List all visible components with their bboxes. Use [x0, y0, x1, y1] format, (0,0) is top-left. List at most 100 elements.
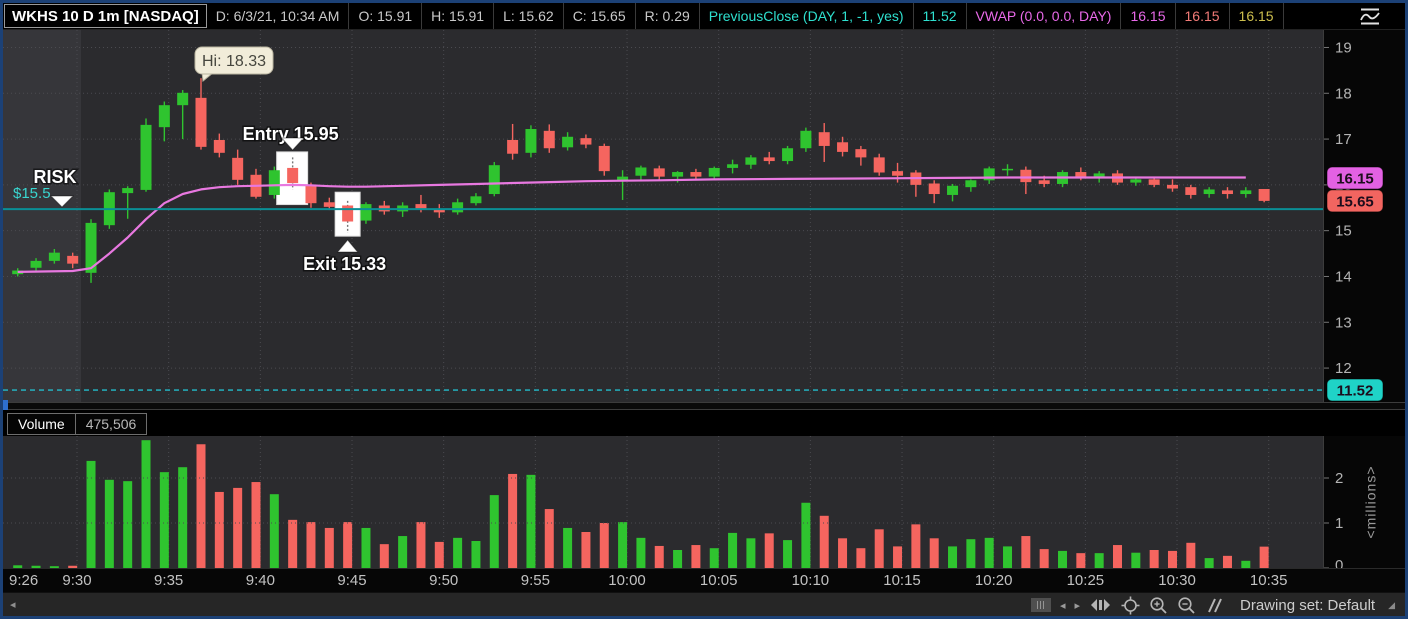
candle: [580, 138, 592, 145]
candle: [67, 255, 79, 264]
chart-style-icon[interactable]: [1357, 6, 1383, 27]
candle: [30, 260, 42, 268]
candle: [305, 185, 317, 204]
drawing-set-label[interactable]: Drawing set: Default: [1240, 596, 1376, 614]
risk-label: RISK: [33, 167, 76, 187]
price-tick-label: 17: [1335, 131, 1352, 148]
volume-bar: [948, 546, 958, 568]
candle: [1002, 168, 1014, 171]
candle: [782, 148, 794, 162]
candle: [562, 136, 574, 148]
time-tick-label: 9:35: [154, 572, 184, 589]
volume-bar: [306, 522, 316, 568]
entry-label: Entry 15.95: [243, 124, 339, 144]
volume-bar: [1058, 550, 1068, 568]
volume-bar: [746, 538, 756, 568]
volume-bar: [508, 473, 518, 568]
volume-bar: [31, 565, 41, 568]
candle: [232, 157, 244, 180]
scrollbar-thumb[interactable]: [1030, 598, 1051, 612]
price-chart[interactable]: Hi: 18.33 Entry 15.95 Exit 15.33 RISK$15.5: [3, 30, 1323, 402]
candle: [1075, 172, 1087, 177]
volume-bar: [471, 541, 481, 568]
volume-bar: [1039, 549, 1049, 568]
volume-bar: [453, 537, 463, 568]
time-tick-label: 9:26: [9, 572, 39, 589]
volume-bar: [1094, 553, 1104, 568]
price-pane-row: Hi: 18.33 Entry 15.95 Exit 15.33 RISK $15.5 …: [3, 30, 1405, 402]
pan-zoom-icon[interactable]: [1089, 597, 1112, 613]
volume-bar: [141, 440, 151, 568]
study-field[interactable]: 11.52: [914, 3, 967, 29]
volume-tick-label: 2: [1335, 470, 1343, 487]
candle: [928, 183, 940, 195]
volume-bar: [416, 522, 426, 568]
risk-price-label: $15.5: [13, 185, 51, 202]
symbol-title[interactable]: WKHS 10 D 1m [NASDAQ]: [4, 4, 207, 28]
volume-chart[interactable]: [3, 436, 1323, 568]
time-tick-label: 10:30: [1158, 572, 1196, 589]
volume-axis[interactable]: 2 1 0 <millions>: [1323, 436, 1393, 574]
candle: [965, 180, 977, 188]
resize-grip-icon[interactable]: ◢: [1388, 599, 1395, 610]
candle: [342, 205, 354, 222]
time-tick-label: 9:40: [245, 572, 275, 589]
crosshair-icon[interactable]: [1121, 596, 1140, 615]
candle: [1130, 179, 1142, 183]
volume-bar: [673, 550, 683, 568]
zoom-in-icon[interactable]: [1149, 596, 1168, 615]
volume-value: 475,506: [75, 412, 148, 435]
study-field[interactable]: 16.15: [1121, 3, 1176, 29]
study-field[interactable]: 16.15: [1230, 3, 1284, 29]
study-field[interactable]: VWAP (0.0, 0.0, DAY): [967, 3, 1122, 29]
time-tick-label: 10:05: [699, 572, 738, 589]
volume-bar: [911, 524, 921, 568]
candle: [617, 176, 629, 182]
time-tick-label: 10:10: [791, 572, 830, 589]
divider-grip-icon[interactable]: [3, 400, 8, 413]
volume-pane-row: 2 1 0 <millions>: [3, 436, 1405, 574]
time-tick-label: 9:55: [520, 572, 550, 589]
volume-bar: [379, 544, 389, 568]
time-tick-label: 10:25: [1066, 572, 1105, 589]
volume-bar: [1003, 546, 1013, 568]
time-axis[interactable]: 9:26 9:30 9:35 9:40 9:45 9:50 9:55 10:00 10:05 10…: [3, 568, 1405, 592]
high-tooltip-label: Hi: 18.33: [202, 53, 266, 70]
candle: [598, 145, 610, 172]
volume-bar: [618, 522, 628, 568]
scroll-forward-icon[interactable]: ▸: [1074, 599, 1081, 612]
volume-bar: [233, 487, 243, 568]
study-field[interactable]: 16.15: [1176, 3, 1230, 29]
bottom-toolbar: ◂ ◂ ▸: [3, 592, 1405, 616]
candle: [268, 170, 280, 195]
volume-bar: [434, 541, 444, 568]
volume-tick-label: 1: [1335, 515, 1343, 532]
volume-axis-unit: <millions>: [1362, 465, 1379, 539]
scroll-left-icon[interactable]: ◂: [10, 599, 16, 611]
study-field[interactable]: PreviousClose (DAY, 1, -1, yes): [700, 3, 914, 29]
volume-bar: [1241, 560, 1251, 568]
candle: [1038, 180, 1050, 184]
time-tick-label: 9:45: [337, 572, 367, 589]
time-tick-label: 9:50: [429, 572, 459, 589]
price-badge: [1326, 189, 1384, 213]
drawing-tools-icon[interactable]: [1205, 597, 1223, 614]
exit-label: Exit 15.33: [303, 254, 386, 274]
price-badge-value: 11.52: [1337, 383, 1374, 400]
ohlc-field: D: 6/3/21, 10:34 AM: [207, 3, 350, 29]
candle: [122, 188, 134, 194]
price-tick-label: 14: [1335, 268, 1352, 285]
volume-bar: [398, 536, 408, 568]
zoom-out-icon[interactable]: [1177, 596, 1196, 615]
candle: [947, 185, 959, 195]
scroll-back-icon[interactable]: ◂: [1059, 599, 1066, 612]
volume-bar: [1186, 542, 1196, 568]
volume-label[interactable]: Volume: [7, 412, 76, 435]
candle: [745, 157, 757, 165]
candle: [433, 208, 445, 213]
pane-divider[interactable]: [3, 400, 1405, 413]
volume-bar: [86, 460, 96, 568]
price-badge: [1326, 166, 1384, 190]
